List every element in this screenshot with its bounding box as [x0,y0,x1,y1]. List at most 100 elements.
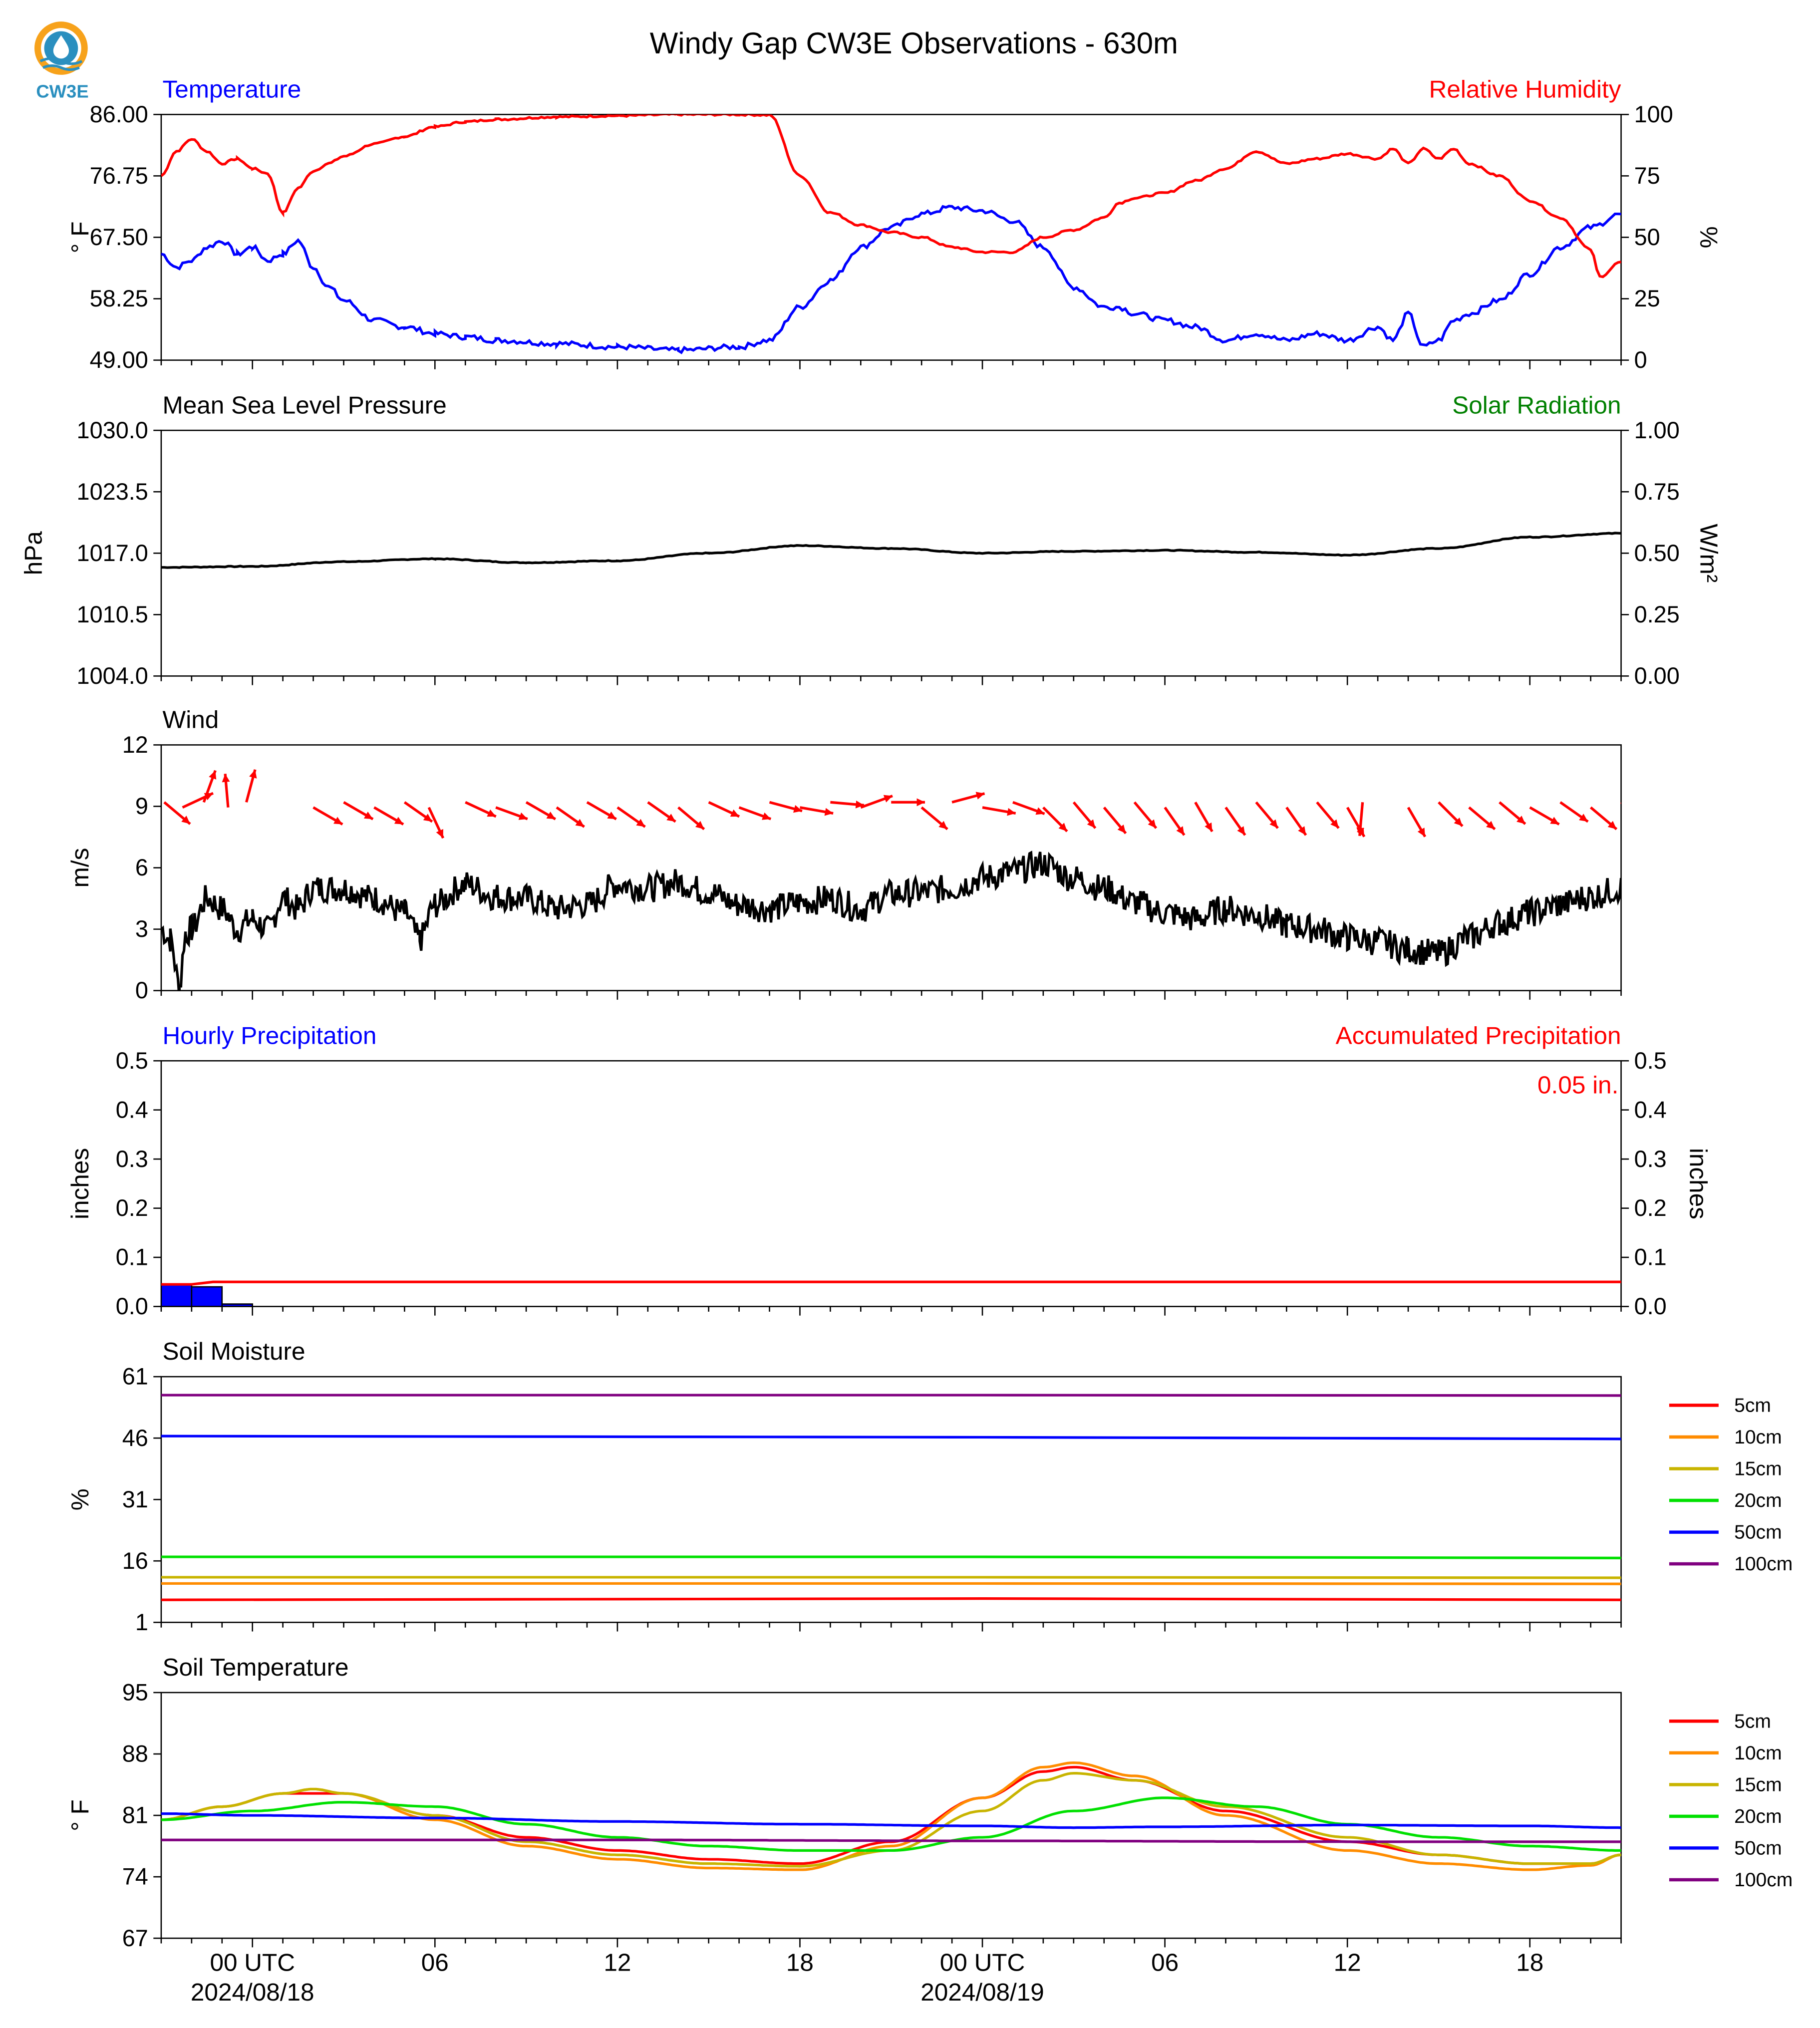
wind-arrow-head [824,808,834,816]
wind-arrow [586,801,617,821]
y-tick-label-right: 0.5 [1634,1048,1667,1074]
wind-arrow [920,806,948,831]
wind-arrow [343,801,374,821]
y-tick-label-left: 6 [135,855,148,880]
wind-arrow [1468,806,1496,831]
y-tick-label-left: 0.2 [116,1195,148,1221]
x-tick-label: 00 UTC [940,1949,1025,1976]
y-tick-label-left: 74 [122,1864,148,1890]
y-axis-label-left: m/s [66,848,94,888]
series-line-mean-sea-level-pressure [161,532,1621,569]
wind-arrow-shaft [1620,802,1621,804]
y-tick-label-left: 0.3 [116,1146,148,1172]
y-tick-label-left: 49.00 [90,347,148,373]
logo-ring [34,21,88,75]
panel-title-right: Relative Humidity [1429,75,1621,103]
wind-arrow-head [975,792,985,800]
wind-arrow-head [762,812,771,820]
series-line-5cm [161,1597,1621,1601]
wind-arrow-head [436,829,443,839]
x-tick-label: 06 [1151,1949,1179,1976]
wind-arrow [1620,802,1647,824]
y-axis-label-left: inches [66,1148,94,1219]
wind-arrow-head [938,821,948,830]
wind-arrow [708,801,740,818]
wind-arrow-head [394,817,404,825]
y-tick-label-right: 0.00 [1634,663,1680,689]
x-tick-label: 12 [604,1949,631,1976]
logo-wave-2 [42,64,80,71]
legend-label: 15cm [1734,1458,1782,1480]
page-title: Windy Gap CW3E Observations - 630m [650,26,1178,60]
precip-bar [221,1303,254,1307]
wind-arrow-head [855,800,864,809]
legend-label: 10cm [1734,1427,1782,1448]
x-tick-label: 06 [421,1949,449,1976]
y-tick-label-right: 0.50 [1634,540,1680,566]
plot-area [161,532,1621,569]
y-tick-label-right: 75 [1634,163,1660,189]
y-tick-label-left: 0.1 [116,1244,148,1270]
panel-soil-temperature: Soil Temperature 95 88 81 74 67 ° F 5cm 10cm 15cm… [66,1654,1793,2006]
legend-label: 100cm [1734,1553,1793,1575]
plot-frame [160,1376,1622,1623]
panel-temp-rh: Temperature Relative Humidity 86.00 76.75 67… [66,75,1722,373]
panel-title-left: Hourly Precipitation [163,1022,377,1049]
wind-arrow-head [546,812,556,820]
wind-arrow-head [1148,819,1157,829]
plot-frame [160,429,1622,677]
wind-arrow-head [1298,826,1306,836]
wind-arrow-head [423,814,432,822]
wind-arrow-head [916,798,925,807]
y-tick-label-left: 76.75 [90,163,148,189]
wind-arrow-head [1117,824,1126,834]
wind-arrow-head [695,821,704,830]
wind-arrow [403,801,433,823]
wind-arrow [677,806,705,831]
y-tick-label-left: 67.50 [90,224,148,250]
y-tick-label-left: 1010.5 [77,601,148,627]
wind-arrow [799,806,834,816]
wind-arrow [1042,806,1068,833]
plot-area [161,1761,1621,1871]
wind-arrow-head [333,817,343,825]
wind-arrow-head [1237,826,1245,836]
y-tick-label-left: 86.00 [90,101,148,127]
wind-arrow [1012,801,1045,815]
series-line-100cm [161,1838,1621,1843]
series-line-50cm [161,1435,1621,1441]
wind-arrow [525,801,557,821]
y-tick-label-right: 0.25 [1634,601,1680,627]
series-line-20cm [161,1796,1621,1852]
panel-title-left: Mean Sea Level Pressure [163,391,447,419]
wind-arrow-head [1638,816,1647,824]
legend-label: 10cm [1734,1742,1782,1764]
logo-wave-1 [39,57,83,65]
wind-arrow [312,806,343,826]
x-tick-label: 18 [786,1949,814,1976]
panel-title-left: Wind [163,706,219,734]
accumulated-total-label: 0.05 in. [1537,1071,1618,1099]
x-tick-label: 12 [1334,1949,1361,1976]
series-line-10cm [161,1761,1621,1871]
panel-pressure: Mean Sea Level Pressure Solar Radiation 10… [19,391,1722,689]
y-axis-label-right: % [1695,226,1722,248]
wind-arrow [1499,801,1526,825]
series-line-15cm [161,1772,1621,1868]
wind-arrow [647,801,676,823]
x-tick-date-label: 2024/08/18 [191,1979,314,2006]
panel-title-right: Solar Radiation [1452,391,1621,419]
wind-arrow-head [1550,817,1559,825]
wind-arrow-head [1087,819,1096,829]
wind-arrow-head [1417,828,1425,837]
wind-arrow [1255,801,1279,829]
wind-arrow [182,792,214,809]
y-tick-label-right: 0.0 [1634,1293,1667,1319]
y-tick-label-left: 0 [135,977,148,1003]
wind-arrow [951,792,985,804]
y-tick-label-right: 50 [1634,224,1660,250]
wind-arrow [1589,806,1618,831]
y-tick-label-right: 1.00 [1634,417,1680,443]
panel-wind: Wind 12 9 6 3 0 m/s [66,706,1647,1003]
y-tick-label-left: 1 [135,1609,148,1635]
